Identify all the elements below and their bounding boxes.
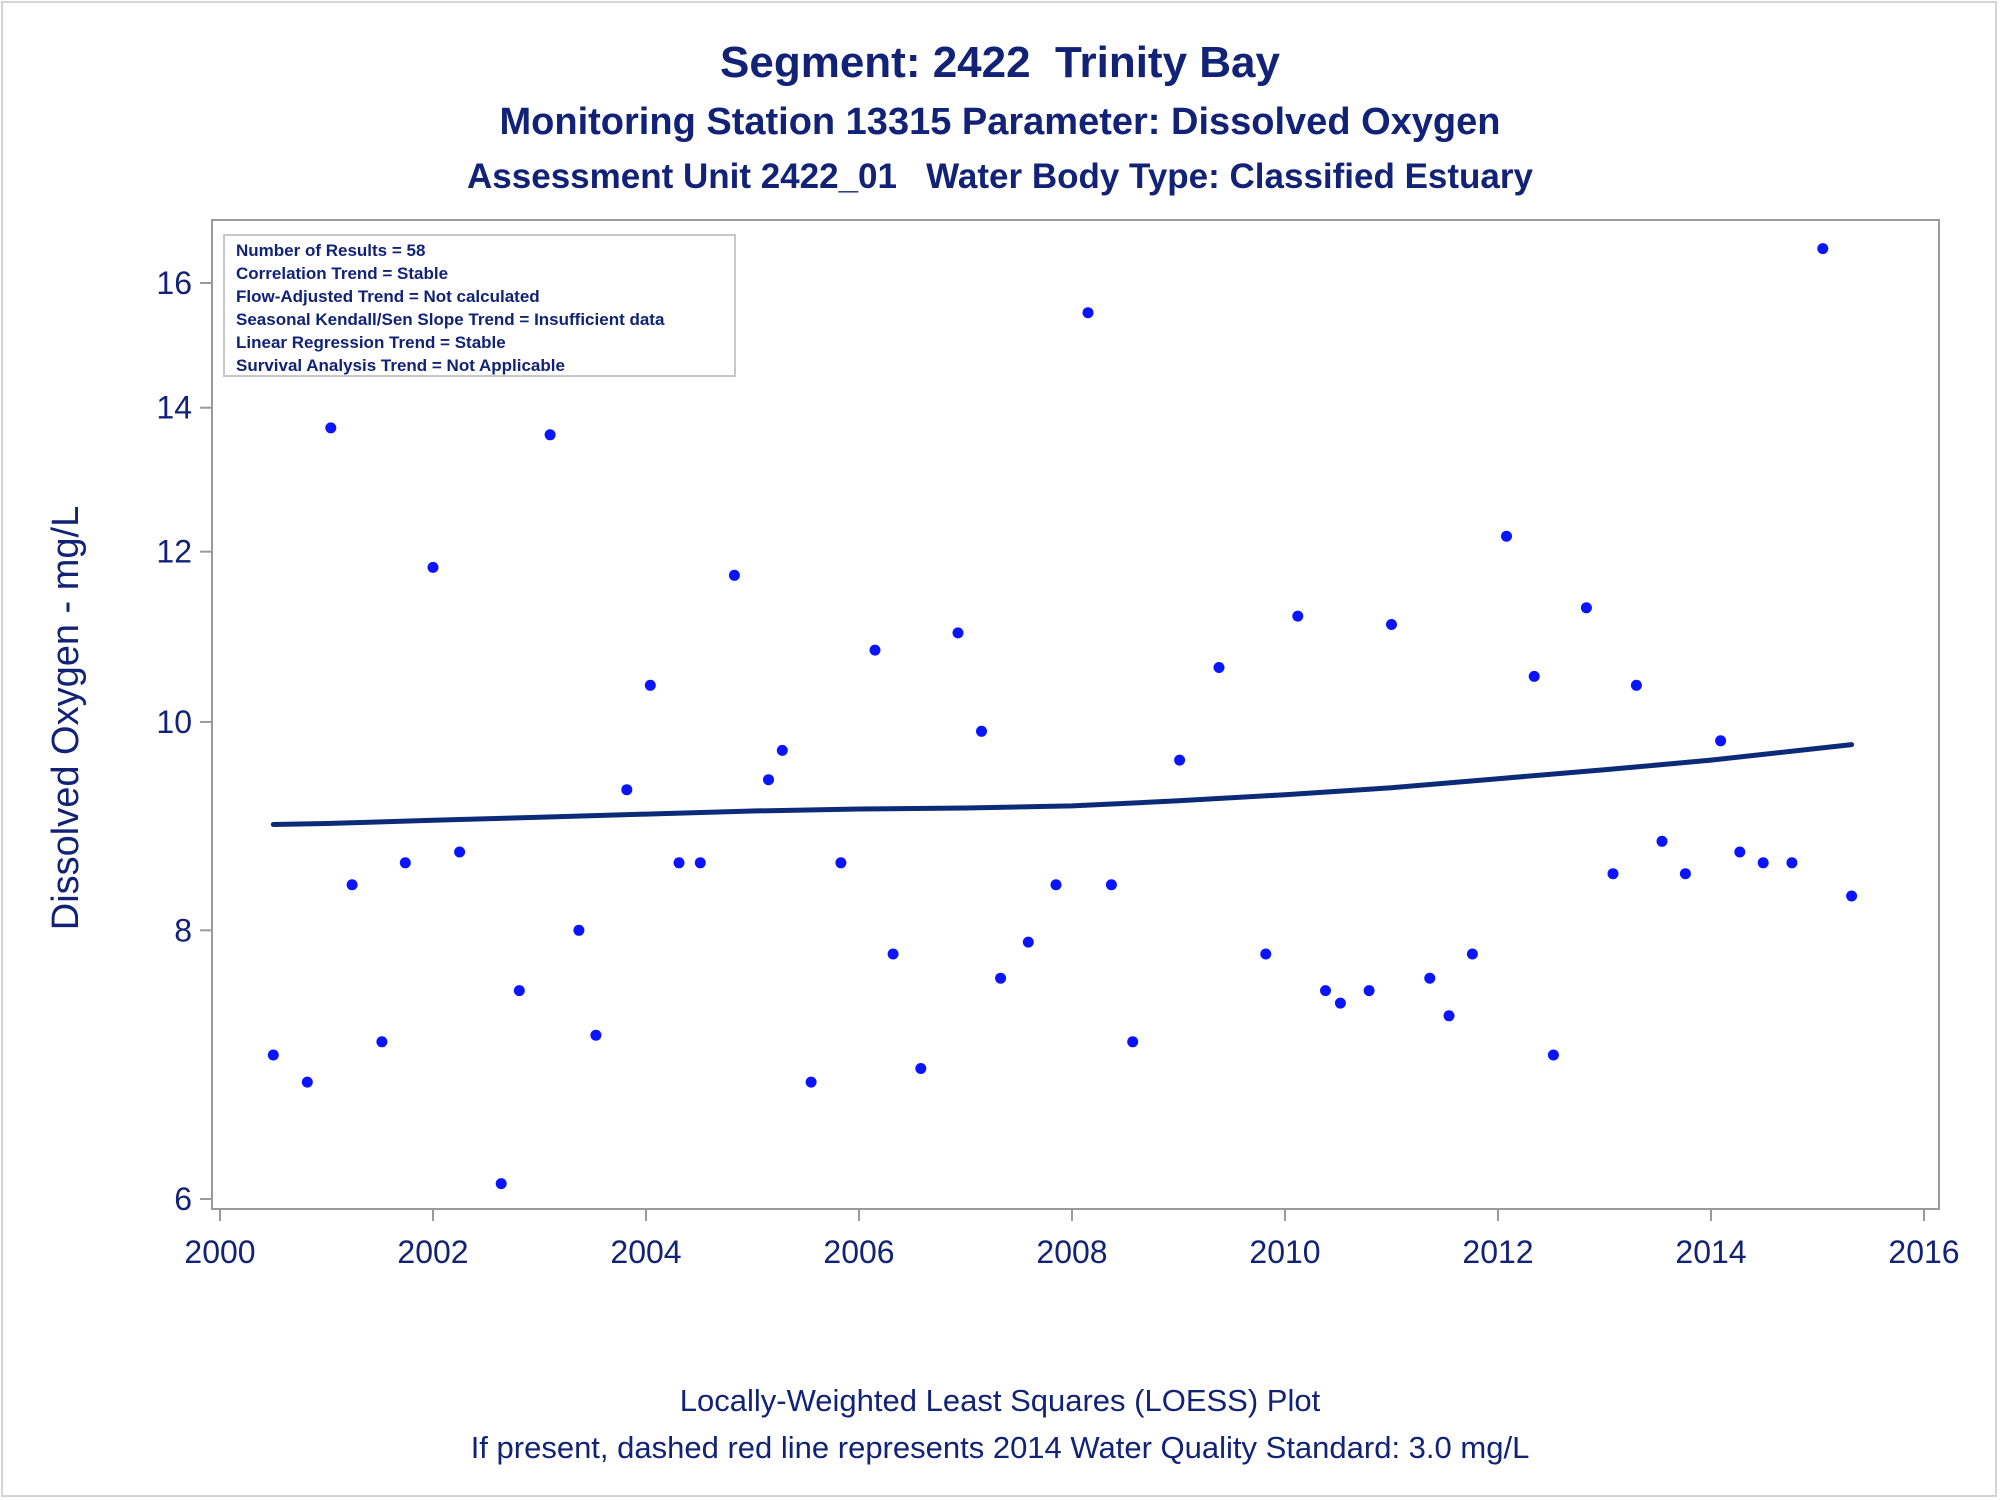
x-tick-label: 2012: [1462, 1234, 1533, 1270]
stats-line-flow-adjusted: Flow-Adjusted Trend = Not calculated: [236, 287, 540, 306]
scatter-series: [267, 243, 1858, 1190]
data-point: [1630, 679, 1642, 691]
data-point: [454, 846, 466, 858]
stats-box: Number of Results = 58 Correlation Trend…: [223, 234, 736, 377]
x-tick-label: 2010: [1249, 1234, 1320, 1270]
data-point: [976, 725, 987, 737]
data-point: [1386, 619, 1397, 630]
loess-trend-line: [270, 742, 1855, 827]
data-point: [1105, 879, 1117, 891]
data-point: [1022, 936, 1034, 948]
data-point: [1607, 868, 1619, 880]
data-point: [1260, 948, 1272, 960]
data-point: [346, 879, 358, 891]
data-point: [376, 1036, 388, 1048]
y-axis-label: Dissolved Oxygen - mg/L: [45, 506, 87, 931]
data-point: [1174, 754, 1186, 766]
data-point: [1734, 846, 1746, 858]
y-tick-label: 6: [174, 1181, 192, 1217]
loess-series: [270, 742, 1855, 827]
y-axis: 6 8 10 12 14 16: [156, 265, 212, 1217]
stats-line-correlation: Correlation Trend = Stable: [236, 264, 448, 283]
x-tick-label: 2002: [397, 1234, 468, 1270]
data-point: [399, 857, 411, 869]
footnote-loess: Locally-Weighted Least Squares (LOESS) P…: [679, 1383, 1321, 1418]
data-point: [621, 784, 633, 796]
data-point: [1082, 307, 1094, 319]
data-point: [301, 1076, 313, 1088]
data-point: [805, 1076, 817, 1088]
stats-box-border: [223, 234, 736, 377]
data-point: [1466, 948, 1478, 960]
data-point: [644, 679, 656, 691]
data-point: [1050, 879, 1062, 891]
data-point: [763, 774, 774, 786]
x-tick-label: 2014: [1675, 1234, 1746, 1270]
data-point: [1127, 1036, 1139, 1048]
data-point: [1443, 1010, 1455, 1022]
data-point: [1580, 602, 1592, 614]
x-axis: 2000 2002 2004 2006 2008 2010 2012 2014 2016: [184, 1209, 1960, 1270]
data-point: [952, 627, 964, 639]
data-point: [835, 857, 847, 869]
data-point: [1547, 1049, 1559, 1061]
y-tick-label: 14: [156, 390, 192, 426]
plot-area: [211, 219, 1940, 1210]
data-point: [694, 857, 706, 869]
data-point: [495, 1178, 507, 1190]
data-point: [513, 985, 525, 997]
x-tick-label: 2016: [1888, 1234, 1959, 1270]
data-point: [1501, 530, 1512, 542]
data-point: [1334, 997, 1346, 1009]
footnote-standard: If present, dashed red line represents 2…: [470, 1430, 1530, 1465]
stats-line-results: Number of Results = 58: [236, 241, 425, 260]
chart-subtitle-assessment: Assessment Unit 2422_01 Water Body Type:…: [467, 157, 1533, 196]
stats-line-survival: Survival Analysis Trend = Not Applicable: [236, 356, 565, 375]
data-point: [427, 561, 439, 573]
chart-title: Segment: 2422 Trinity Bay: [720, 38, 1280, 87]
data-point: [1320, 985, 1331, 997]
stats-line-linear-regression: Linear Regression Trend = Stable: [236, 333, 506, 352]
y-tick-label: 8: [174, 912, 192, 948]
data-point: [869, 644, 881, 656]
data-point: [325, 422, 337, 434]
x-tick-label: 2004: [610, 1234, 681, 1270]
x-tick-label: 2008: [1036, 1234, 1107, 1270]
data-point: [544, 429, 556, 441]
data-point: [673, 857, 685, 869]
chart-subtitle-station: Monitoring Station 13315 Parameter: Diss…: [499, 101, 1501, 143]
y-tick-label: 12: [156, 534, 192, 570]
y-tick-label: 16: [156, 265, 192, 301]
data-point: [267, 1049, 279, 1061]
data-point: [728, 569, 740, 581]
data-point: [1679, 868, 1691, 880]
data-point: [887, 948, 899, 960]
data-point: [1846, 890, 1858, 902]
data-point: [573, 924, 585, 936]
y-tick-label: 10: [156, 704, 192, 740]
stats-line-seasonal-kendall: Seasonal Kendall/Sen Slope Trend = Insuf…: [236, 310, 665, 329]
data-point: [1424, 972, 1436, 984]
data-point: [590, 1029, 602, 1041]
data-point: [1817, 243, 1829, 255]
data-point: [1757, 857, 1769, 869]
data-point: [1363, 985, 1375, 997]
data-point: [1786, 857, 1798, 869]
data-point: [1528, 670, 1540, 682]
data-point: [1656, 835, 1668, 847]
data-point: [915, 1063, 927, 1074]
data-point: [995, 972, 1007, 984]
data-point: [1715, 735, 1727, 747]
data-point: [776, 744, 788, 756]
data-point: [1292, 610, 1304, 622]
x-tick-label: 2000: [184, 1234, 255, 1270]
x-tick-label: 2006: [823, 1234, 894, 1270]
data-point: [1213, 662, 1225, 673]
